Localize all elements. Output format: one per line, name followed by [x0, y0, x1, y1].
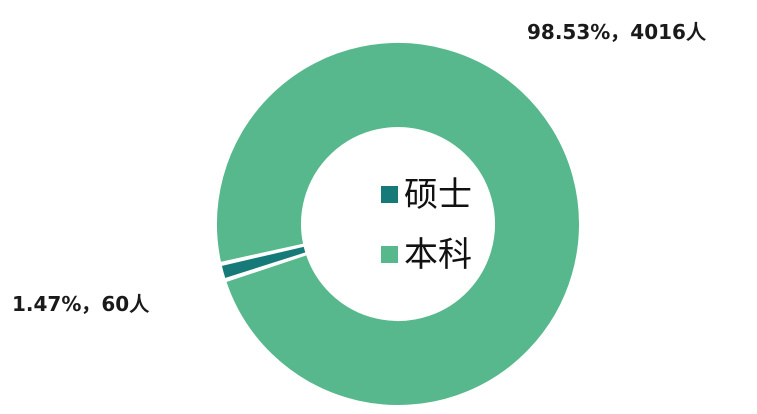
donut-slice-bachelor: [215, 41, 581, 407]
legend: 硕士 本科: [381, 175, 472, 275]
legend-swatch-master: [381, 186, 398, 203]
donut-slice-master: [219, 244, 308, 281]
legend-label-bachelor: 本科: [404, 235, 472, 275]
legend-label-master: 硕士: [404, 175, 472, 215]
data-label-bachelor: 98.53%，4016人: [527, 20, 707, 44]
legend-swatch-bachelor: [381, 246, 398, 263]
donut-slices: [215, 41, 581, 407]
legend-item-master: 硕士: [381, 175, 472, 215]
legend-item-bachelor: 本科: [381, 235, 472, 275]
data-label-master: 1.47%，60人: [12, 292, 150, 316]
